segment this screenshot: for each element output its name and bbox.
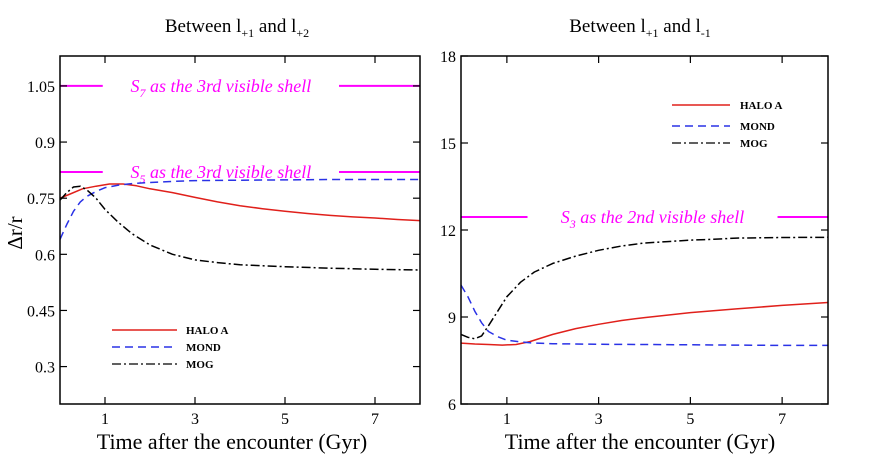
right-chart-title-sub1: +1 [646,26,659,40]
left-legend-label-mog: MOG [186,359,214,371]
left-reference-label-0: S7 as the 3rd visible shell [130,76,311,100]
left-axes-frame [59,55,421,405]
right-chart-title-mid: and l [659,16,701,37]
right-series-mond [460,284,828,347]
left-x-tick-label: 7 [371,411,379,428]
left-y-tick-label: 0.9 [35,135,55,152]
right-y-tick-label: 18 [440,49,456,66]
left-chart-title-mid: and l [254,16,296,37]
left-y-tick-label: 0.6 [35,247,55,264]
right-legend-label-mond: MOND [740,121,775,133]
left-chart-title: Between l+1 and l+2 [165,16,309,40]
right-legend-label-halo: HALO A [740,100,783,112]
right-y-tick-label: 12 [440,223,456,240]
right-y-ticks: 6 9 12 15 18 [440,49,828,414]
right-x-ticks: 1 3 5 7 [503,56,786,428]
left-series-mog [59,185,421,271]
left-chart-title-sub2: +2 [296,26,309,40]
left-y-ticks: 0.3 0.45 0.6 0.75 0.9 1.05 [27,79,420,377]
left-series-mond [59,178,420,240]
left-x-tick-label: 5 [281,411,289,428]
left-series-halo [59,183,421,222]
left-x-ticks: 1 3 5 7 [101,56,379,428]
left-legend-label-mond: MOND [186,342,221,354]
right-y-tick-label: 6 [448,397,456,414]
left-legend: HALO A MOND MOG [112,325,229,371]
left-y-axis-label: Δr/r [3,216,27,249]
right-x-tick-label: 1 [503,411,511,428]
right-plot-area: S3 as the 2nd visible shell [460,207,829,347]
right-chart-title-main: Between l [569,16,646,37]
right-x-tick-label: 3 [595,411,603,428]
right-chart-title-sub2: -1 [701,26,711,40]
left-chart-title-main: Between l [165,16,242,37]
right-chart-title: Between l+1 and l-1 [569,16,711,40]
right-x-tick-label: 5 [686,411,694,428]
left-chart-title-sub1: +1 [241,26,254,40]
left-reference-label-1: S5 as the 3rd visible shell [130,162,311,186]
right-series-mog [460,236,829,340]
left-x-tick-label: 1 [101,411,109,428]
right-legend: HALO A MOND MOG [672,100,783,150]
left-plot-area: S7 as the 3rd visible shell S5 as the 3rd… [59,76,421,271]
left-y-tick-label: 0.75 [27,191,55,208]
right-series-halo [460,301,829,346]
left-x-axis-label: Time after the encounter (Gyr) [97,429,367,454]
left-y-tick-label: 0.3 [35,360,55,377]
right-y-tick-label: 9 [448,310,456,327]
left-x-tick-label: 3 [191,411,199,428]
right-x-tick-label: 7 [778,411,786,428]
right-chart: Between l+1 and l-1 S3 as the 2nd visibl… [440,16,829,454]
left-y-tick-label: 0.45 [27,303,55,320]
left-legend-label-halo: HALO A [186,325,229,337]
left-chart: Between l+1 and l+2 S7 as the 3rd visibl… [3,16,421,454]
right-reference-label-0: S3 as the 2nd visible shell [561,207,744,231]
left-y-tick-label: 1.05 [27,79,55,96]
right-x-axis-label: Time after the encounter (Gyr) [505,429,775,454]
right-legend-label-mog: MOG [740,138,768,150]
right-y-tick-label: 15 [440,136,456,153]
